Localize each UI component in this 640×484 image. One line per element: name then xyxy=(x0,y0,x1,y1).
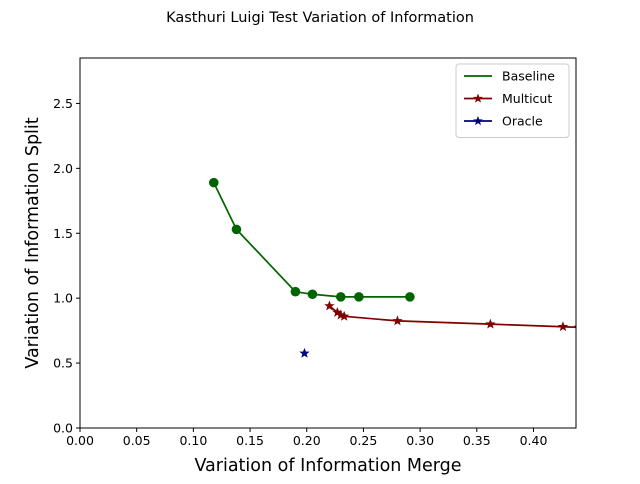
axes-layer: 0.00 0.05 0.10 0.15 0.20 0.25 0.30 0.35 0.40 0.0 0… xyxy=(53,96,547,448)
point-baseline-5 xyxy=(354,292,364,302)
legend: Baseline Multicut Oracle xyxy=(455,63,570,138)
chart-title: Kasthuri Luigi Test Variation of Informa… xyxy=(166,10,474,26)
point-multicut-6 xyxy=(557,321,569,332)
legend-label-baseline: Baseline xyxy=(502,69,555,84)
plot-frame xyxy=(79,57,577,429)
x-axis-label: Variation of Information Merge xyxy=(194,456,461,476)
point-multicut-5 xyxy=(485,318,496,329)
y-tick-label-3: 1.5 xyxy=(53,226,73,241)
y-tick-label-2: 1.0 xyxy=(53,291,73,306)
series-layer xyxy=(208,177,576,358)
x-tick-label-4: 0.20 xyxy=(293,433,321,448)
point-baseline-3 xyxy=(307,289,318,300)
point-multicut-0 xyxy=(324,300,335,311)
y-tick-label-1: 0.5 xyxy=(53,356,73,371)
point-baseline-6 xyxy=(405,292,415,302)
legend-label-oracle: Oracle xyxy=(502,114,543,129)
y-tick-label-0: 0.0 xyxy=(53,421,73,436)
point-multicut-3 xyxy=(338,310,350,321)
x-tick-label-5: 0.25 xyxy=(350,433,378,448)
y-tick-label-4: 2.0 xyxy=(53,161,73,176)
x-tick-label-8: 0.40 xyxy=(520,433,548,448)
point-baseline-4 xyxy=(335,292,346,302)
legend-label-multicut: Multicut xyxy=(502,91,552,106)
legend-marker-oracle xyxy=(473,115,483,126)
point-baseline-1 xyxy=(231,224,242,235)
x-tick-label-0: 0.00 xyxy=(66,433,94,448)
point-oracle-0 xyxy=(299,347,310,358)
y-axis-label: Variation of Information Split xyxy=(23,117,43,368)
legend-box xyxy=(455,63,570,138)
x-tick-label-3: 0.15 xyxy=(236,433,264,448)
x-tick-label-6: 0.30 xyxy=(406,433,434,448)
x-tick-label-1: 0.05 xyxy=(123,433,151,448)
point-multicut-4 xyxy=(392,315,403,326)
legend-marker-multicut xyxy=(473,93,483,103)
x-tick-label-2: 0.10 xyxy=(179,433,207,448)
x-tick-label-7: 0.35 xyxy=(463,433,491,448)
y-tick-label-5: 2.5 xyxy=(53,96,73,111)
point-baseline-2 xyxy=(290,286,301,297)
point-baseline-0 xyxy=(208,177,219,188)
